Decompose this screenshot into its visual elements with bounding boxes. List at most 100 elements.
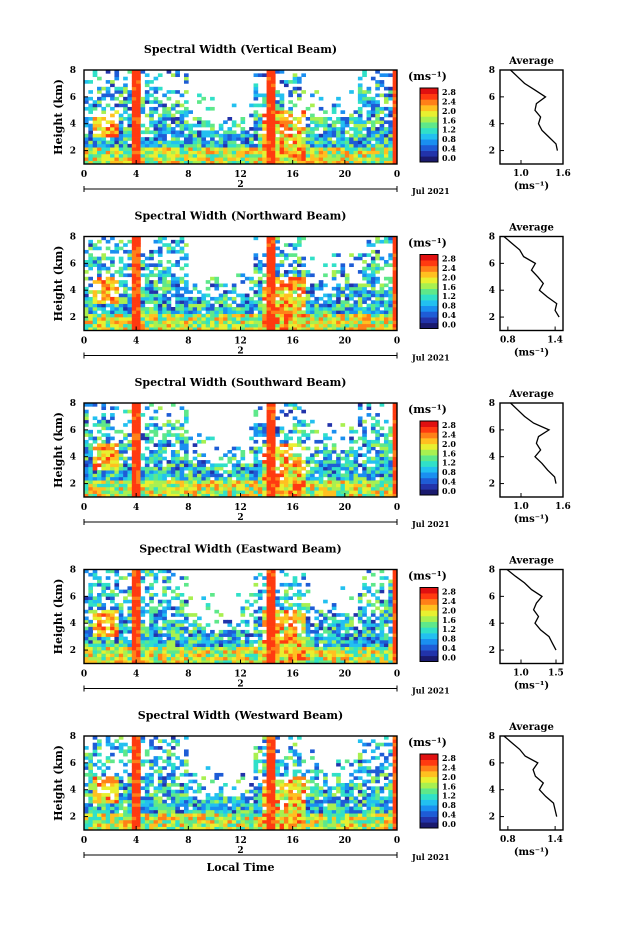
heatmap-cell	[266, 486, 272, 491]
heatmap-cell	[227, 636, 233, 641]
heatmap-cell	[288, 296, 293, 301]
heatmap-cell	[388, 290, 393, 294]
heatmap-cell	[327, 323, 333, 328]
heatmap-cell	[357, 300, 363, 304]
heatmap-cell	[183, 313, 189, 318]
heatmap-cell	[318, 656, 324, 661]
heatmap-cell	[162, 609, 167, 614]
heatmap-cell	[266, 619, 272, 624]
heatmap-cell	[131, 270, 137, 274]
heatmap-cell	[166, 460, 172, 464]
heatmap-cell	[227, 130, 233, 135]
heatmap-cell	[166, 323, 172, 328]
heatmap-cell	[136, 317, 141, 321]
heatmap-cell	[288, 606, 293, 611]
heatmap-cell	[131, 130, 137, 135]
heatmap-cell	[105, 643, 111, 648]
heatmap-cell	[153, 456, 159, 461]
heatmap-cell	[375, 253, 380, 257]
heatmap-cell	[170, 460, 176, 464]
heatmap-cell	[362, 153, 367, 158]
heatmap-cell	[270, 443, 276, 447]
heatmap-cell	[323, 446, 328, 451]
heatmap-cell	[279, 313, 285, 318]
heatmap-cell	[310, 323, 315, 328]
heatmap-cell	[192, 143, 198, 148]
heatmap-cell	[92, 153, 98, 158]
heatmap-cell	[344, 143, 350, 148]
heatmap-cell	[192, 317, 198, 321]
heatmap-cell	[314, 153, 320, 158]
heatmap-cell	[379, 239, 385, 244]
heatmap-cell	[383, 450, 389, 454]
heatmap-cell	[88, 403, 93, 407]
heatmap-cell	[205, 133, 211, 138]
heatmap-cell	[175, 460, 180, 464]
heatmap-cell	[136, 409, 141, 414]
heatmap-cell	[197, 120, 202, 125]
heatmap-cell	[275, 660, 280, 664]
heatmap-cell	[214, 466, 220, 471]
heatmap-cell	[388, 147, 393, 151]
heatmap-cell	[305, 317, 311, 321]
heatmap-cell	[318, 157, 324, 161]
heatmap-cell	[183, 317, 189, 321]
heatmap-cell	[340, 290, 346, 294]
heatmap-cell	[270, 313, 276, 318]
heatmap-cell	[253, 153, 259, 158]
heatmap-cell	[92, 650, 98, 654]
heatmap-cell	[283, 490, 289, 494]
heatmap-cell	[375, 327, 380, 331]
heatmap-cell	[210, 143, 215, 148]
heatmap-cell	[136, 90, 141, 94]
heatmap-cell	[166, 310, 172, 315]
heatmap-cell	[127, 150, 133, 155]
heatmap-cell	[270, 263, 276, 268]
heatmap-cell	[183, 483, 189, 488]
heatmap-cell	[283, 460, 289, 464]
heatmap-cell	[318, 296, 324, 301]
heatmap-cell	[270, 423, 276, 427]
heatmap-cell	[123, 96, 128, 101]
heatmap-cell	[170, 433, 176, 437]
heatmap-cell	[283, 327, 289, 331]
heatmap-cell	[136, 643, 141, 648]
heatmap-cell	[144, 96, 150, 101]
heatmap-cell	[305, 140, 311, 145]
heatmap-cell	[136, 460, 141, 464]
heatmap-cell	[383, 313, 389, 318]
heatmap-cell	[153, 416, 159, 421]
heatmap-cell	[140, 143, 146, 148]
heatmap-cell	[110, 273, 115, 278]
heatmap-cell	[270, 147, 276, 151]
heatmap-cell	[301, 572, 307, 577]
heatmap-cell	[210, 633, 215, 637]
heatmap-cell	[136, 629, 141, 634]
heatmap-cell	[144, 643, 150, 648]
heatmap-cell	[183, 273, 189, 278]
heatmap-cell	[375, 313, 380, 318]
heatmap-cell	[283, 613, 289, 617]
heatmap-cell	[270, 653, 276, 658]
heatmap-cell	[270, 80, 276, 84]
heatmap-cell	[97, 160, 102, 165]
heatmap-cell	[331, 640, 337, 644]
heatmap-cell	[327, 470, 333, 474]
heatmap-cell	[131, 609, 137, 614]
heatmap-cell	[183, 140, 189, 145]
heatmap-cell	[118, 650, 124, 654]
profile-x-tick-label: 1.4	[547, 336, 563, 346]
heatmap-cell	[262, 133, 267, 138]
heatmap-cell	[140, 656, 146, 661]
heatmap-cell	[131, 96, 137, 101]
heatmap-cell	[149, 296, 154, 301]
heatmap-cell	[127, 486, 133, 491]
heatmap-cell	[101, 280, 107, 284]
profile-frame	[499, 402, 564, 498]
heatmap-cell	[179, 236, 185, 241]
heatmap-cell	[375, 150, 380, 155]
heatmap-cell	[236, 463, 241, 468]
heatmap-cell	[144, 286, 150, 291]
heatmap-cell	[105, 650, 111, 654]
heatmap-cell	[205, 606, 211, 611]
